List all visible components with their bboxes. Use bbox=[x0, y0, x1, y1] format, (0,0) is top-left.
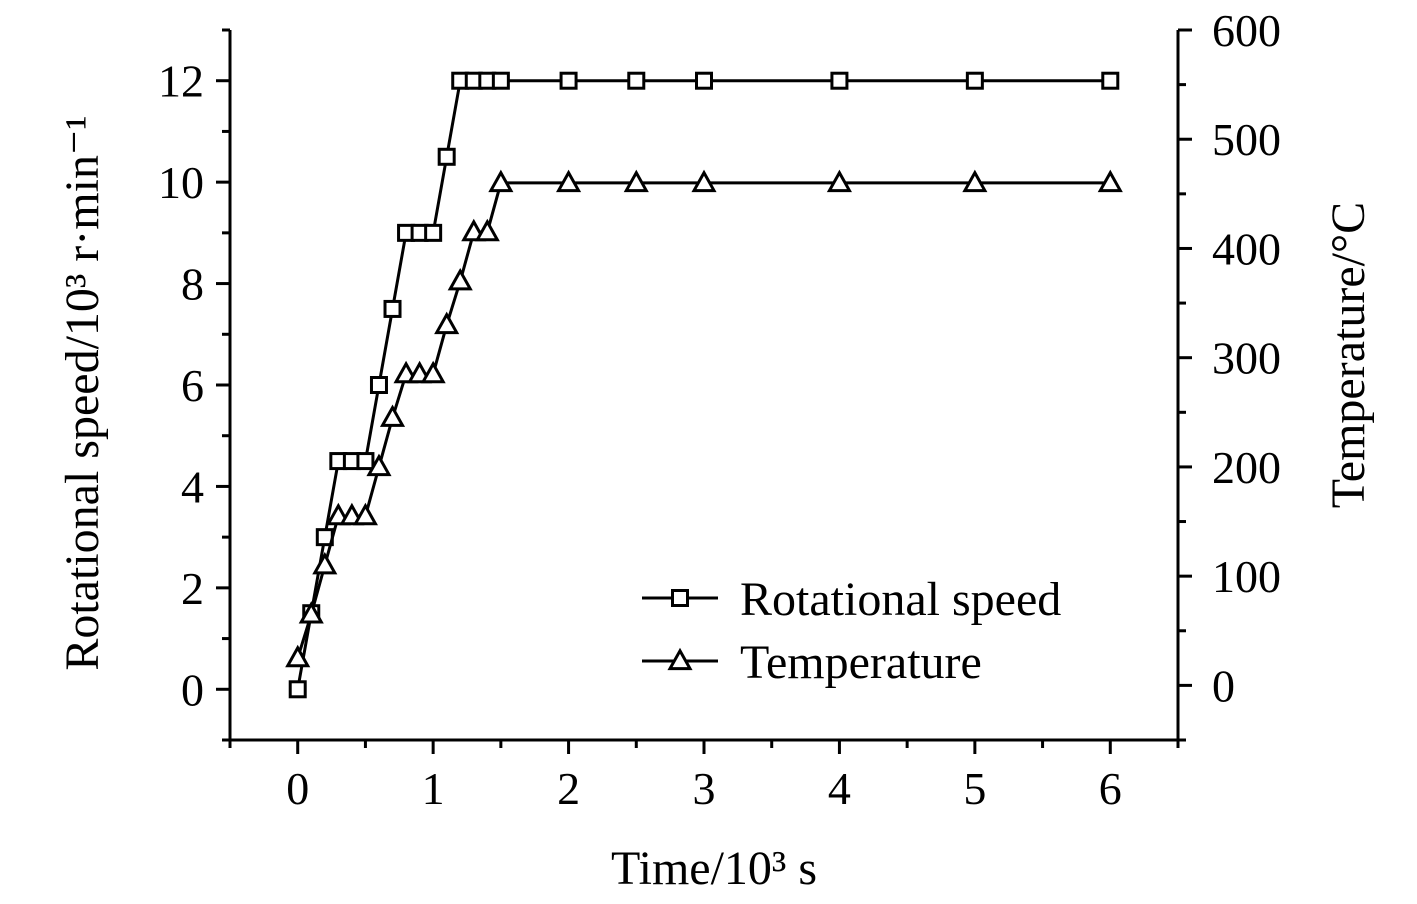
x-tick-label: 6 bbox=[1099, 763, 1122, 814]
series-temperature bbox=[285, 169, 1123, 668]
data-point bbox=[691, 169, 717, 193]
data-point bbox=[474, 218, 500, 242]
x-tick-label: 2 bbox=[557, 763, 580, 814]
y-left-tick-label: 12 bbox=[158, 56, 204, 107]
data-point bbox=[379, 404, 406, 427]
data-point bbox=[488, 169, 514, 193]
y-axis-title-right: Temperature/°C bbox=[1322, 202, 1375, 508]
data-point bbox=[695, 71, 713, 90]
data-point bbox=[366, 453, 392, 477]
y-right-tick-label: 400 bbox=[1212, 223, 1281, 274]
x-tick-label: 1 bbox=[422, 763, 445, 814]
y-right-tick-label: 0 bbox=[1212, 660, 1235, 711]
data-point bbox=[420, 360, 446, 384]
legend-marker bbox=[667, 647, 693, 671]
y-right-tick-label: 200 bbox=[1212, 442, 1281, 493]
data-point bbox=[623, 169, 649, 193]
series-rotational-speed bbox=[288, 71, 1120, 699]
data-point bbox=[383, 299, 402, 318]
data-point bbox=[312, 551, 338, 575]
legend-label: Rotational speed bbox=[740, 573, 1061, 626]
x-tick-label: 3 bbox=[693, 763, 716, 814]
legend: Rotational speed Temperature bbox=[642, 573, 1061, 689]
legend-entry: Temperature bbox=[642, 636, 982, 689]
y-left-tick-label: 8 bbox=[181, 259, 204, 310]
y-left-tick-label: 2 bbox=[181, 563, 204, 614]
y-right-tick-label: 500 bbox=[1212, 114, 1281, 165]
y-right-tick-label: 600 bbox=[1212, 5, 1281, 56]
data-point bbox=[556, 169, 582, 193]
x-tick-label: 0 bbox=[286, 763, 309, 814]
data-point bbox=[447, 267, 473, 291]
data-point bbox=[491, 71, 510, 90]
data-point bbox=[434, 311, 460, 335]
y-left-tick-label: 4 bbox=[181, 461, 204, 512]
data-point bbox=[965, 71, 984, 90]
data-point bbox=[424, 223, 443, 242]
series bbox=[285, 71, 1123, 699]
y-left-tick-label: 0 bbox=[181, 664, 204, 715]
data-point bbox=[826, 169, 852, 193]
legend-label: Temperature bbox=[740, 636, 982, 689]
data-point bbox=[298, 601, 324, 624]
data-point bbox=[288, 680, 307, 699]
data-point bbox=[356, 452, 375, 471]
data-point bbox=[962, 169, 988, 193]
y-right-tick-label: 100 bbox=[1212, 551, 1281, 602]
data-point bbox=[1097, 169, 1123, 193]
y-axis-title-left: Rotational speed/10³ r·min⁻¹ bbox=[56, 115, 109, 670]
data-point bbox=[627, 71, 646, 90]
y-right-tick-label: 300 bbox=[1212, 333, 1281, 384]
data-point bbox=[437, 147, 456, 166]
x-tick-label: 5 bbox=[963, 763, 986, 814]
data-point bbox=[559, 71, 578, 90]
x-tick-label: 4 bbox=[828, 763, 851, 814]
data-point bbox=[369, 376, 388, 394]
data-point bbox=[285, 644, 311, 668]
y-left-tick-label: 10 bbox=[158, 157, 204, 208]
data-point bbox=[1101, 71, 1120, 90]
legend-marker bbox=[671, 589, 689, 607]
data-point bbox=[352, 502, 378, 526]
y-left-tick-label: 6 bbox=[181, 360, 204, 411]
legend-entry: Rotational speed bbox=[642, 573, 1061, 626]
x-axis-title: Time/10³ s bbox=[611, 842, 817, 895]
data-point bbox=[830, 71, 849, 90]
